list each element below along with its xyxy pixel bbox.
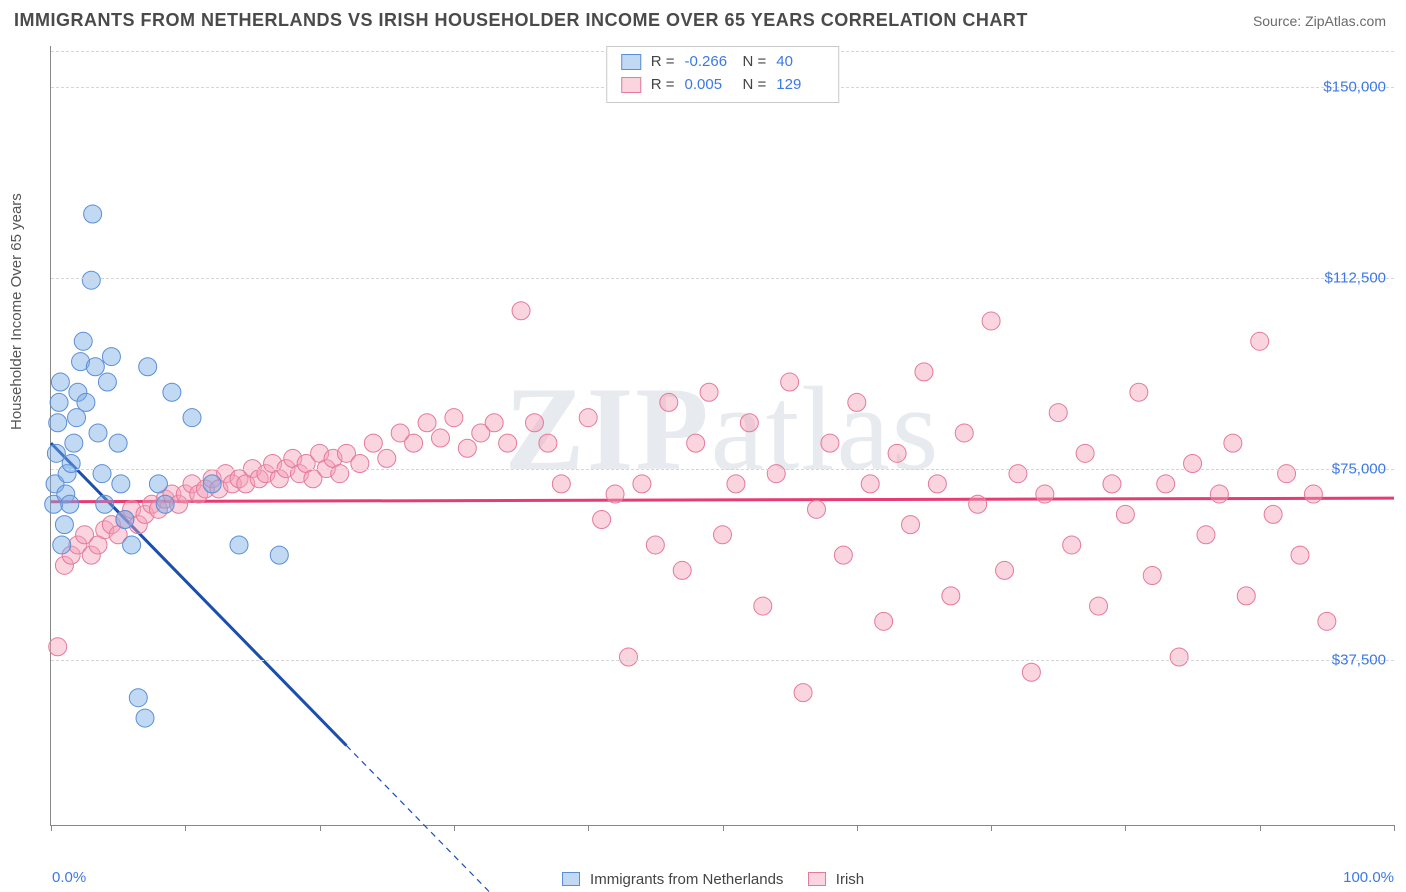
x-tick xyxy=(320,825,321,831)
y-tick-label: $75,000 xyxy=(1332,460,1386,477)
stat-R-b: 0.005 xyxy=(685,74,733,97)
stat-swatch-a xyxy=(621,54,641,70)
chart-title: IMMIGRANTS FROM NETHERLANDS VS IRISH HOU… xyxy=(14,10,1028,31)
legend-strip: Immigrants from Netherlands Irish xyxy=(0,871,1406,888)
x-tick xyxy=(723,825,724,831)
x-tick xyxy=(185,825,186,831)
title-bar: IMMIGRANTS FROM NETHERLANDS VS IRISH HOU… xyxy=(0,0,1406,37)
stat-swatch-b xyxy=(621,77,641,93)
stat-row-a: R = -0.266 N = 40 xyxy=(621,51,825,74)
x-tick xyxy=(1260,825,1261,831)
legend-swatch-a xyxy=(562,872,580,886)
gridline xyxy=(51,660,1394,661)
correlation-stat-box: R = -0.266 N = 40 R = 0.005 N = 129 xyxy=(606,46,840,103)
stat-N-label: N = xyxy=(743,74,767,97)
x-tick xyxy=(857,825,858,831)
y-axis-label: Householder Income Over 65 years xyxy=(8,193,25,430)
legend-label-b: Irish xyxy=(836,871,864,888)
x-tick xyxy=(991,825,992,831)
chart-area: ZIPatlas R = -0.266 N = 40 R = 0.005 N =… xyxy=(50,46,1394,826)
stat-N-label: N = xyxy=(743,51,767,74)
y-tick-label: $150,000 xyxy=(1323,78,1386,95)
y-tick-label: $112,500 xyxy=(1325,269,1386,286)
stat-N-b: 129 xyxy=(776,74,824,97)
stat-R-label: R = xyxy=(651,74,675,97)
y-tick-label: $37,500 xyxy=(1332,651,1386,668)
x-tick xyxy=(1394,825,1395,831)
stat-N-a: 40 xyxy=(776,51,824,74)
stat-row-b: R = 0.005 N = 129 xyxy=(621,74,825,97)
x-tick xyxy=(1125,825,1126,831)
gridline xyxy=(51,469,1394,470)
x-tick xyxy=(588,825,589,831)
stat-R-label: R = xyxy=(651,51,675,74)
legend-label-a: Immigrants from Netherlands xyxy=(590,871,783,888)
x-tick xyxy=(51,825,52,831)
stat-R-a: -0.266 xyxy=(685,51,733,74)
legend-swatch-b xyxy=(808,872,826,886)
plot-svg xyxy=(51,46,1394,825)
x-tick xyxy=(454,825,455,831)
gridline xyxy=(51,278,1394,279)
source-label: Source: ZipAtlas.com xyxy=(1253,13,1386,29)
